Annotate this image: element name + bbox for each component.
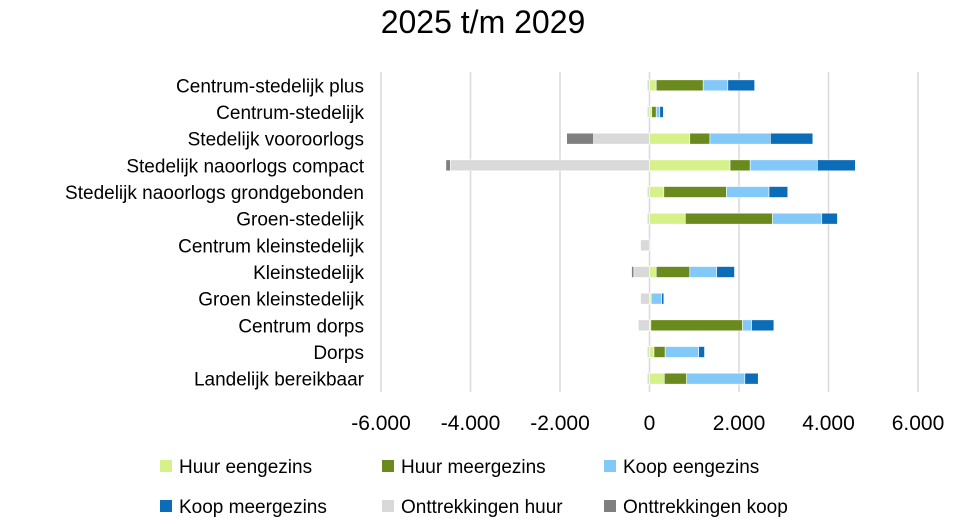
bar-segment <box>646 372 650 385</box>
bar-segment <box>640 292 650 305</box>
bar-segment <box>445 159 451 172</box>
bar-segment <box>649 132 691 145</box>
bar-segment <box>631 266 635 278</box>
bar-segment <box>593 132 650 145</box>
bar-segment <box>649 372 665 385</box>
bar-segment <box>651 106 657 118</box>
bar-segment <box>640 239 650 252</box>
category-label: Centrum kleinstedelijk <box>178 236 364 257</box>
bars <box>445 79 856 385</box>
chart-title: 2025 t/m 2029 <box>381 4 586 40</box>
x-tick-label: 4.000 <box>802 412 855 435</box>
grid <box>380 72 919 392</box>
bar-segment <box>689 132 711 145</box>
bar-segment <box>742 319 752 332</box>
x-tick-labels: -6.000 -4.000 -2.000 0 2.000 4.000 6.000 <box>351 412 944 435</box>
category-labels: Centrum-stedelijk plus Centrum-stedelijk S… <box>65 76 365 390</box>
bar-segment <box>653 346 666 358</box>
bar-segment <box>646 346 650 358</box>
category-label: Kleinstedelijk <box>253 263 364 284</box>
bar-segment <box>726 186 770 198</box>
bar-segment <box>638 319 650 332</box>
x-tick-label: 2.000 <box>713 412 766 435</box>
legend-swatch <box>160 460 172 472</box>
bar-segment <box>646 186 650 198</box>
bar-segment <box>821 212 838 225</box>
category-label: Centrum-stedelijk <box>216 103 364 124</box>
bar-segment <box>698 346 705 358</box>
bar-segment <box>649 106 653 118</box>
bar-segment <box>716 266 735 278</box>
bar-segment <box>649 266 657 278</box>
bar-segment <box>655 106 661 118</box>
x-tick-label: 0 <box>644 412 656 435</box>
bar-segment <box>702 79 729 92</box>
legend-swatch <box>382 460 394 472</box>
category-label: Stedelijk naoorlogs grondgebonden <box>65 183 364 204</box>
category-label: Stedelijk naoorlogs compact <box>126 156 364 177</box>
bar-segment <box>817 159 856 172</box>
x-tick-label: -6.000 <box>351 412 411 435</box>
legend: Huur eengezins Huur meergezins Koop eengez… <box>160 457 788 518</box>
bar-segment <box>663 372 687 385</box>
bar-segment <box>663 186 727 198</box>
category-label: Centrum dorps <box>238 316 364 337</box>
bar-segment <box>664 346 700 358</box>
bar-segment <box>661 292 665 305</box>
legend-label: Koop meergezins <box>179 497 327 518</box>
category-label: Landelijk bereikbaar <box>194 370 365 391</box>
legend-label: Onttrekkingen koop <box>623 497 788 518</box>
bar-segment <box>646 212 650 225</box>
bar-segment <box>772 212 823 225</box>
bar-segment <box>727 79 755 92</box>
legend-swatch <box>160 500 172 512</box>
legend-swatch <box>382 500 394 512</box>
bar-segment <box>649 212 686 225</box>
bar-segment <box>566 132 594 145</box>
bar-segment <box>450 159 650 172</box>
legend-swatch <box>604 500 616 512</box>
bar-segment <box>729 159 751 172</box>
bar-segment <box>655 266 691 278</box>
bar-segment <box>649 186 665 198</box>
legend-label: Koop eengezins <box>623 457 759 478</box>
category-label: Groen kleinstedelijk <box>198 290 364 311</box>
bar-segment <box>646 106 650 118</box>
category-label: Stedelijk vooroorlogs <box>188 130 364 151</box>
bar-segment <box>659 106 664 118</box>
bar-segment <box>751 319 775 332</box>
bar-segment <box>650 319 743 332</box>
category-label: Centrum-stedelijk plus <box>176 76 364 97</box>
bar-segment <box>709 132 771 145</box>
bar-segment <box>749 159 818 172</box>
bar-segment <box>686 372 746 385</box>
bar-segment <box>646 79 650 92</box>
bar-segment <box>649 346 655 358</box>
category-label: Groen-stedelijk <box>236 210 364 231</box>
category-label: Dorps <box>313 343 364 364</box>
legend-swatch <box>604 460 616 472</box>
bar-segment <box>649 159 731 172</box>
legend-label: Onttrekkingen huur <box>401 497 563 518</box>
bar-segment <box>768 186 789 198</box>
x-tick-label: -2.000 <box>530 412 590 435</box>
bar-segment <box>655 79 704 92</box>
bar-segment <box>651 292 662 305</box>
x-tick-label: 6.000 <box>892 412 945 435</box>
bar-segment <box>633 266 650 278</box>
bar-segment <box>684 212 773 225</box>
bar-segment <box>770 132 814 145</box>
bar-segment <box>744 372 759 385</box>
bar-segment <box>689 266 717 278</box>
x-tick-label: -4.000 <box>441 412 501 435</box>
legend-label: Huur meergezins <box>401 457 546 478</box>
bar-segment <box>649 79 657 92</box>
legend-label: Huur eengezins <box>179 457 312 478</box>
